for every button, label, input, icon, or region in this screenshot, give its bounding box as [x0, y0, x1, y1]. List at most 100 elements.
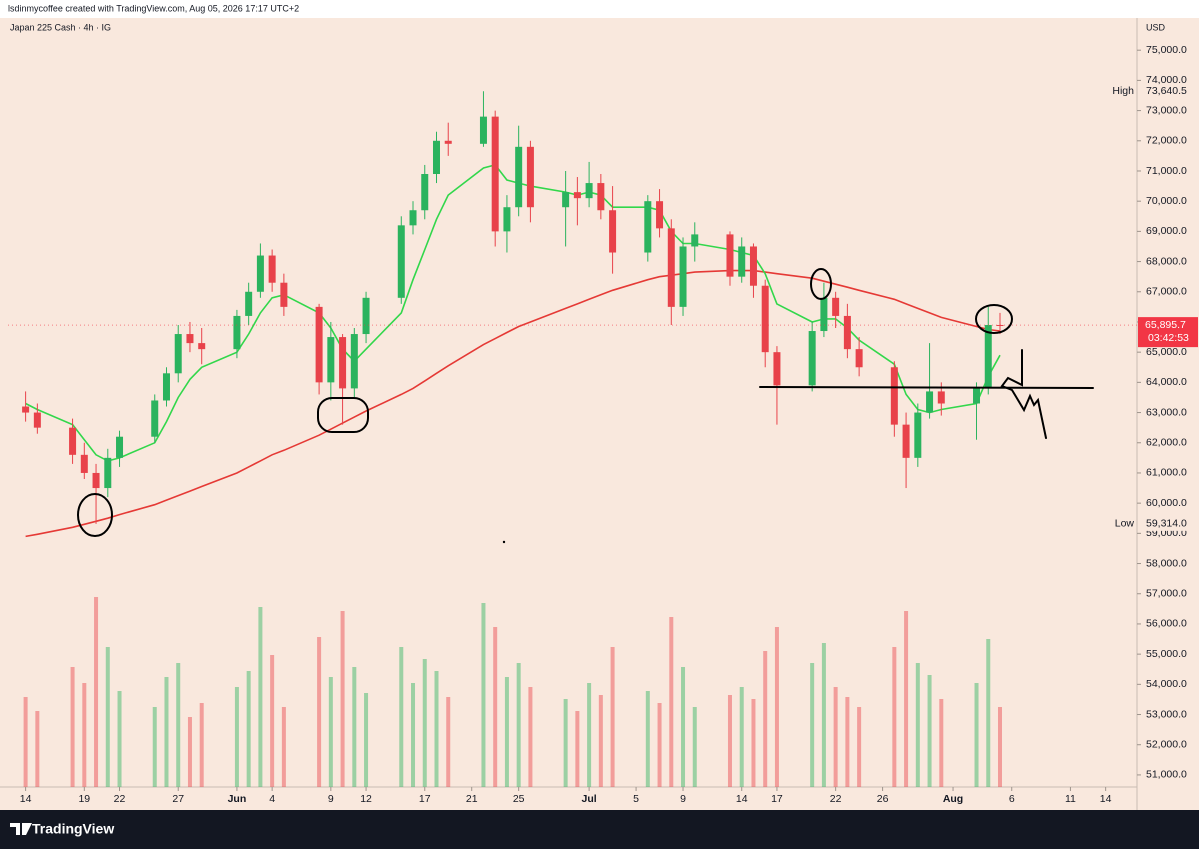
- candle-body: [926, 391, 934, 413]
- candle-body: [691, 234, 699, 247]
- marker-text: High: [1112, 85, 1134, 97]
- volume-bar: [845, 697, 850, 787]
- volume-bar: [528, 687, 533, 787]
- candle-body: [984, 324, 992, 389]
- volume-bar: [352, 667, 357, 787]
- x-tick-label: 17: [419, 793, 431, 805]
- last-price-box: [1138, 317, 1198, 348]
- candle-body: [268, 255, 276, 283]
- x-tick-label: 14: [1100, 793, 1112, 805]
- volume-bar: [763, 651, 768, 787]
- volume-bar: [669, 617, 674, 787]
- volume-bar: [727, 695, 732, 787]
- candle-body: [656, 201, 664, 229]
- circle-annotation: [975, 304, 1013, 334]
- volume-bar: [997, 707, 1002, 787]
- volume-bar: [681, 667, 686, 787]
- candle-body: [573, 192, 581, 199]
- x-tick-label: 19: [78, 793, 90, 805]
- candle-body: [526, 146, 534, 208]
- circle-annotation: [77, 493, 113, 537]
- x-tick-label: 11: [1065, 793, 1076, 805]
- circle-annotation: [810, 268, 832, 300]
- y-tick-label: 67,000.0: [1146, 286, 1187, 298]
- candle-body: [174, 334, 182, 374]
- candle-body: [80, 454, 88, 473]
- y-tick-label: 51,000.0: [1146, 769, 1187, 781]
- y-tick-label: 73,000.0: [1146, 104, 1187, 116]
- author-line: lsdinmycoffee created with TradingView.c…: [8, 3, 299, 13]
- candle-body: [22, 406, 30, 413]
- candle-body: [69, 427, 77, 455]
- marker-box: [1139, 516, 1197, 531]
- x-tick-label: 14: [20, 793, 32, 805]
- y-tick-label: 60,000.0: [1146, 497, 1187, 509]
- volume-bar: [246, 671, 251, 787]
- y-tick-label: 54,000.0: [1146, 678, 1187, 690]
- x-tick-label: 9: [680, 793, 686, 805]
- candle-body: [890, 367, 898, 425]
- y-tick-label: 57,000.0: [1146, 588, 1187, 600]
- y-tick-label: 65,000.0: [1146, 346, 1187, 358]
- candle-body: [491, 116, 499, 232]
- candle-body: [503, 207, 511, 232]
- volume-bar: [904, 611, 909, 787]
- volume-bar: [857, 707, 862, 787]
- volume-bar: [751, 699, 756, 787]
- volume-bar: [610, 647, 615, 787]
- candle-body: [996, 324, 1004, 326]
- y-tick-label: 69,000.0: [1146, 225, 1187, 237]
- candle-body: [233, 315, 241, 350]
- volume-bar: [446, 697, 451, 787]
- volume-bar: [105, 647, 110, 787]
- candle-body: [679, 246, 687, 307]
- marker-label: 73,640.5: [1146, 85, 1187, 97]
- price-scale: [1137, 18, 1199, 810]
- annotations: [77, 268, 1094, 544]
- candle-body: [914, 412, 922, 458]
- last-price-label: 65,895.7: [1145, 319, 1186, 331]
- volume-bar: [481, 603, 486, 787]
- x-tick-label: 26: [877, 793, 889, 805]
- x-tick-label: 14: [736, 793, 748, 805]
- volume-bar: [774, 627, 779, 787]
- candle-body: [597, 183, 605, 211]
- volume-bar: [281, 707, 286, 787]
- y-tick-label: 58,000.0: [1146, 557, 1187, 569]
- candle-body: [151, 400, 159, 437]
- x-tick-label: 5: [633, 793, 639, 805]
- volume-bar: [422, 659, 427, 787]
- x-tick-label: 17: [771, 793, 783, 805]
- x-tick-label: 22: [114, 793, 126, 805]
- volume-bar: [986, 639, 991, 787]
- volume-bar: [270, 655, 275, 787]
- candle-body: [362, 297, 370, 335]
- volume-bar: [164, 677, 169, 787]
- candle-body: [609, 210, 617, 253]
- volume-bar: [575, 711, 580, 787]
- candle-body: [350, 334, 358, 389]
- symbol-title: Japan 225 Cash · 4h · IG: [10, 22, 111, 32]
- volume-bar: [199, 703, 204, 787]
- y-tick-label: 63,000.0: [1146, 406, 1187, 418]
- marker-box: [1139, 84, 1197, 99]
- candle-body: [116, 436, 124, 458]
- y-tick-label: 53,000.0: [1146, 708, 1187, 720]
- candle-body: [33, 412, 41, 428]
- candle-body: [937, 391, 945, 404]
- volume-bar: [833, 687, 838, 787]
- candle-body: [256, 255, 264, 292]
- candle-body: [749, 246, 757, 286]
- volume-bar: [810, 663, 815, 787]
- plot-area: [0, 18, 1137, 810]
- volume-bar: [692, 707, 697, 787]
- candle-body: [162, 373, 170, 401]
- candle-body: [832, 297, 840, 316]
- volume-bar: [657, 703, 662, 787]
- y-tick-label: 71,000.0: [1146, 165, 1187, 177]
- y-tick-label: 68,000.0: [1146, 255, 1187, 267]
- volume-bar: [915, 663, 920, 787]
- volume-bar: [70, 667, 75, 787]
- volume-bar: [939, 699, 944, 787]
- moving-average: [25, 269, 1001, 538]
